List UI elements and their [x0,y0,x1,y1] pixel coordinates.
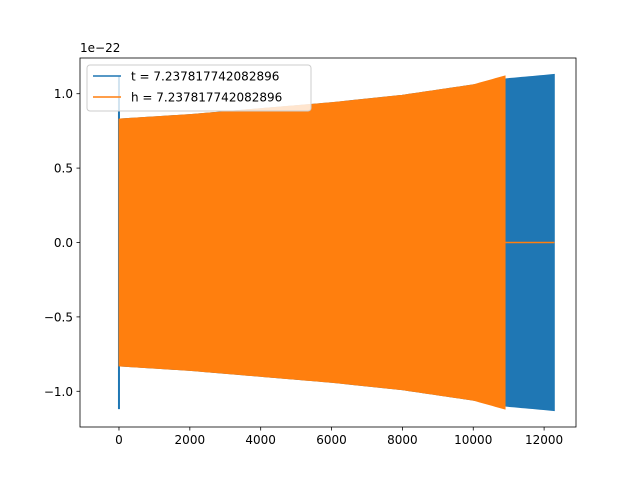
x-tick-label: 8000 [387,433,418,447]
y-tick-label: 1.0 [54,87,73,101]
y-tick-label: −0.5 [44,310,73,324]
x-tick-label: 12000 [525,433,563,447]
plot-content [117,73,555,412]
x-tick-label: 0 [115,433,123,447]
x-axis: 0 2000 4000 6000 8000 10000 12000 [115,427,563,447]
x-tick-label: 10000 [454,433,492,447]
x-tick-label: 2000 [175,433,206,447]
series-h-band [118,75,506,410]
y-tick-label: 0.5 [54,162,73,176]
legend: t = 7.237817742082896 h = 7.2378177420828… [86,64,312,112]
y-axis: −1.0 −0.5 0.0 0.5 1.0 [44,87,80,399]
legend-box [86,64,312,112]
x-tick-label: 4000 [245,433,276,447]
y-offset-label: 1e−22 [80,41,120,55]
x-tick-label: 6000 [316,433,347,447]
y-tick-label: −1.0 [44,385,73,399]
legend-label: t = 7.237817742082896 [131,70,279,84]
legend-label: h = 7.237817742082896 [131,91,282,105]
y-tick-label: 0.0 [54,236,73,250]
